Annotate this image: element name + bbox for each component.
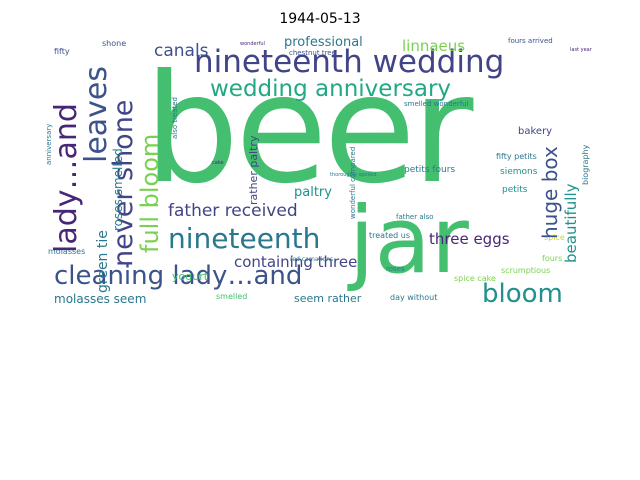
word-also-treated: also treated <box>171 97 179 139</box>
word-siemons: siemons <box>500 167 538 177</box>
word-wedding-anniversary: wedding anniversary <box>210 76 452 102</box>
word-containing-three: containing three <box>234 253 358 271</box>
word-fifty-petits: fifty petits <box>496 152 537 161</box>
word-chestnut-tree: chestnut tree <box>289 49 336 57</box>
word-bakery: bakery <box>518 126 553 137</box>
word-full-bloom: full bloom <box>136 133 164 253</box>
word-seem-rather: seem rather <box>294 292 362 305</box>
word-father-also: father also <box>396 213 434 221</box>
word-fours-arrived: fours arrived <box>508 37 553 45</box>
word-beautifully: beautifully <box>562 183 580 264</box>
word-cleaning-lady-and: cleaning lady…and <box>54 261 303 291</box>
word-petits-fours: petits fours <box>404 165 456 175</box>
word-wonderful-compared: wonderful compared <box>349 146 357 219</box>
word-fours: fours <box>542 254 563 263</box>
word-canals: canals <box>154 41 209 61</box>
word-linnaeus: linnaeus <box>402 37 466 55</box>
word-day-without: day without <box>390 293 438 302</box>
word-smelled-wonderful: smelled wonderful <box>404 100 469 108</box>
word-thoroughly-spoiled: thoroughly spoiled <box>330 172 377 178</box>
word-father-received: father received <box>168 201 298 221</box>
word-beer: beer <box>144 43 473 217</box>
word-red-carnations: red carnations <box>290 256 334 263</box>
word-lady-and: lady…and <box>49 103 84 253</box>
word-jar: jar <box>349 187 469 294</box>
word-cake: cake <box>212 160 224 166</box>
word-petits: petits <box>502 185 528 195</box>
word-anniversary: anniversary <box>45 123 53 165</box>
word-huge-box: huge box <box>538 146 562 239</box>
word-spice: spice <box>544 233 565 242</box>
chart-title: 1944-05-13 <box>279 11 361 27</box>
word-bloom: bloom <box>482 279 563 305</box>
word-paltry: paltry <box>294 185 332 200</box>
word-biography: biography <box>581 144 590 185</box>
word-last-year: last year <box>570 47 592 53</box>
word-spice-cake: spice cake <box>454 274 496 283</box>
word-smelled: smelled <box>216 292 248 301</box>
word-roses: roses <box>386 265 405 273</box>
word-yogurt: yogurt <box>172 270 209 283</box>
word-roses-smelled: roses smelled <box>111 148 125 231</box>
word-scrumptious: scrumptious <box>501 266 551 275</box>
word-cloud: beer jar nineteenth wedding wedding anni… <box>44 35 595 305</box>
word-wonderful: wonderful <box>240 41 265 47</box>
word-molasses-seem: molasses seem <box>54 292 147 305</box>
word-green-tie: green tie <box>95 230 111 293</box>
word-nineteenth-wedding: nineteenth wedding <box>194 44 505 80</box>
word-treated-us: treated us <box>369 231 410 240</box>
word-three-eggs: three eggs <box>429 230 510 248</box>
word-shone: shone <box>102 39 127 48</box>
word-molasses: molasses <box>48 247 86 256</box>
word-nineteenth: nineteenth <box>168 222 321 255</box>
word-fifty: fifty <box>54 47 70 56</box>
word-professional: professional <box>284 35 363 50</box>
word-rather-paltry: rather paltry <box>247 135 260 205</box>
